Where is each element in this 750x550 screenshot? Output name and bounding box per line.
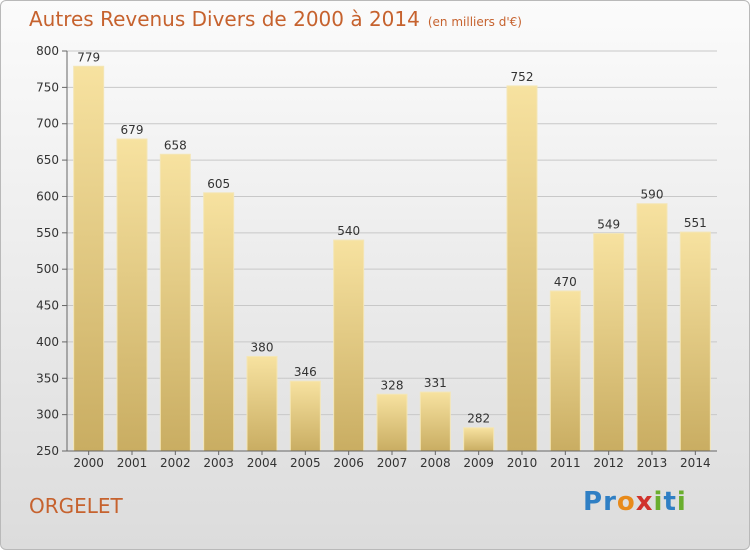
- logo-letter: r: [603, 487, 617, 517]
- x-tick-label-2006: 2006: [333, 456, 364, 470]
- bar-2007: [376, 393, 408, 452]
- bars: 779 679 658 605 380 346 540 328 331 282 752 470 549 5…: [73, 50, 711, 452]
- x-tick-label-2008: 2008: [420, 456, 451, 470]
- value-label-2011: 470: [554, 275, 577, 289]
- y-tick-label: 650: [36, 153, 59, 167]
- bar-2013: [636, 203, 668, 452]
- value-label-2013: 590: [641, 188, 664, 202]
- x-tick-label-2013: 2013: [637, 456, 668, 470]
- value-label-2014: 551: [684, 216, 707, 230]
- bar-2001: [116, 138, 148, 452]
- chart-title-text: Autres Revenus Divers de 2000 à 2014: [29, 7, 420, 31]
- x-tick-label-2003: 2003: [203, 456, 234, 470]
- logo-letter: x: [635, 487, 654, 517]
- value-label-2004: 380: [251, 340, 274, 354]
- bar-2010: [506, 85, 538, 452]
- bar-2005: [289, 380, 321, 452]
- bar-2002: [159, 153, 191, 452]
- value-label-2009: 282: [467, 412, 490, 426]
- x-tick-label-2012: 2012: [593, 456, 624, 470]
- bar-2000: [73, 65, 105, 452]
- bar-2008: [419, 391, 451, 452]
- x-tick-label-2010: 2010: [507, 456, 538, 470]
- x-tick-label-2011: 2011: [550, 456, 581, 470]
- bar-2006: [333, 239, 365, 452]
- axes: 250 300 350 400 450 500 550 600 650 700 750 800 2000…: [36, 44, 717, 470]
- chart-title: Autres Revenus Divers de 2000 à 2014 (en …: [29, 7, 522, 31]
- y-tick-label: 450: [36, 299, 59, 313]
- y-tick-label: 750: [36, 80, 59, 94]
- y-tick-label: 500: [36, 262, 59, 276]
- x-tick-label-2014: 2014: [680, 456, 711, 470]
- bar-2014: [679, 231, 711, 452]
- x-tick-label-2007: 2007: [377, 456, 408, 470]
- location-label: ORGELET: [29, 494, 123, 518]
- value-label-2006: 540: [337, 224, 360, 238]
- logo-letter: o: [616, 487, 636, 517]
- value-label-2002: 658: [164, 138, 187, 152]
- x-tick-label-2000: 2000: [73, 456, 104, 470]
- bar-2009: [463, 427, 495, 452]
- y-tick-label: 250: [36, 444, 59, 458]
- bar-2004: [246, 355, 278, 452]
- bar-2011: [549, 290, 581, 452]
- bar-2003: [203, 192, 235, 452]
- value-label-2007: 328: [381, 378, 404, 392]
- x-tick-label-2001: 2001: [117, 456, 148, 470]
- logo-letter: i: [653, 487, 664, 517]
- value-label-2001: 679: [121, 123, 144, 137]
- logo-letter: i: [676, 487, 687, 517]
- value-label-2003: 605: [207, 177, 230, 191]
- y-tick-label: 600: [36, 189, 59, 203]
- value-label-2012: 549: [597, 218, 620, 232]
- y-tick-label: 700: [36, 117, 59, 131]
- value-label-2000: 779: [77, 50, 100, 64]
- y-tick-label: 550: [36, 226, 59, 240]
- y-tick-label: 300: [36, 408, 59, 422]
- x-tick-label-2009: 2009: [463, 456, 494, 470]
- bar-2012: [593, 233, 625, 452]
- y-tick-label: 400: [36, 335, 59, 349]
- chart-unit: (en milliers d'€): [427, 15, 522, 29]
- value-label-2010: 752: [511, 70, 534, 84]
- x-tick-label-2005: 2005: [290, 456, 321, 470]
- logo-letter: t: [663, 487, 677, 517]
- y-tick-label: 800: [36, 44, 59, 58]
- x-tick-label-2004: 2004: [247, 456, 278, 470]
- value-label-2005: 346: [294, 365, 317, 379]
- y-tick-label: 350: [36, 371, 59, 385]
- x-tick-label-2002: 2002: [160, 456, 191, 470]
- logo-letter: P: [583, 487, 604, 517]
- value-label-2008: 331: [424, 376, 447, 390]
- proxiti-logo: Proxiti: [583, 487, 687, 517]
